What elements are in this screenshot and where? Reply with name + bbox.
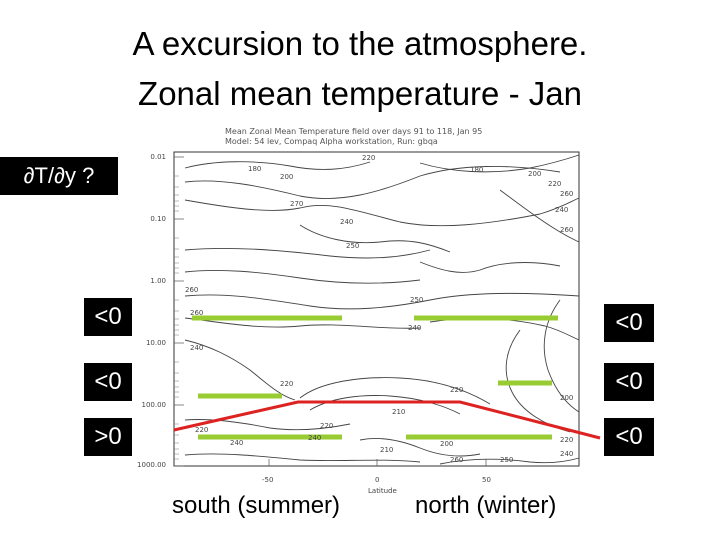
contour-label: 200 xyxy=(440,440,453,448)
contour-label: 240 xyxy=(560,450,573,458)
contour-label: 240 xyxy=(230,439,243,447)
gradient-box-right-lower: <0 xyxy=(604,418,654,456)
contour-label: 250 xyxy=(500,456,513,464)
contour-label: 240 xyxy=(308,434,321,442)
tropopause-line xyxy=(173,400,601,440)
gradient-question-box: ∂T/∂y ? xyxy=(0,157,118,195)
x-tick-label: -50 xyxy=(262,476,274,484)
contour-label: 180 xyxy=(470,166,483,174)
gradient-box-left-upper: <0 xyxy=(84,298,132,336)
slide-title-line-1: A excursion to the atmosphere. xyxy=(132,25,588,62)
contour-label: 200 xyxy=(528,170,541,178)
contour-label: 270 xyxy=(290,200,303,208)
gradient-box-left-lower: >0 xyxy=(84,418,132,456)
contour-label: 240 xyxy=(190,344,203,352)
y-tick-label: 1.00 xyxy=(150,277,166,285)
gradient-box-right-upper: <0 xyxy=(604,304,654,342)
contour-label: 260 xyxy=(450,456,463,464)
contour-label: 240 xyxy=(408,324,421,332)
slide-title-line-2: Zonal mean temperature - Jan xyxy=(138,75,582,112)
contour-label: 260 xyxy=(560,226,573,234)
contour-label: 220 xyxy=(548,180,561,188)
contour-label: 200 xyxy=(280,173,293,181)
x-tick-label: 0 xyxy=(375,476,380,484)
contour-label: 220 xyxy=(195,426,208,434)
contour-lines xyxy=(184,154,580,465)
y-tick-label: 10.00 xyxy=(145,339,166,347)
gradient-box-left-middle: <0 xyxy=(84,363,132,401)
north-winter-label: north (winter) xyxy=(415,492,557,519)
y-tick-label: 100.00 xyxy=(141,401,167,409)
contour-label: 260 xyxy=(560,190,573,198)
contour-label: 220 xyxy=(560,436,573,444)
contour-label: 250 xyxy=(410,296,423,304)
contour-label: 220 xyxy=(450,386,463,394)
green-gradient-markers xyxy=(192,315,558,440)
contour-label: 220 xyxy=(320,422,333,430)
contour-label: 220 xyxy=(280,380,293,388)
y-tick-marks xyxy=(174,156,184,467)
south-summer-label: south (summer) xyxy=(172,492,341,519)
contour-label: 260 xyxy=(185,286,198,294)
contour-label-group: 180 200 220 200 180 220 260 240 270 240 … xyxy=(185,154,573,464)
contour-label: 220 xyxy=(362,154,375,162)
contour-label: 180 xyxy=(248,165,261,173)
plot-frame xyxy=(173,151,580,467)
y-tick-label: 0.10 xyxy=(150,215,166,223)
y-tick-label: 1000.00 xyxy=(137,461,166,469)
contour-label: 250 xyxy=(346,242,359,250)
x-axis-title: Latitude xyxy=(368,487,397,495)
contour-label: 240 xyxy=(340,218,353,226)
contour-label: 240 xyxy=(555,206,568,214)
minor-tick-marks xyxy=(174,175,179,460)
gradient-box-right-middle: <0 xyxy=(604,363,654,401)
contour-label: 210 xyxy=(380,446,393,454)
y-tick-label: 0.01 xyxy=(150,153,166,161)
contour-label: 200 xyxy=(560,394,573,402)
contour-label: 210 xyxy=(392,408,405,416)
contour-label: 260 xyxy=(190,309,203,317)
plot-header-line-1: Mean Zonal Mean Temperature field over d… xyxy=(225,127,483,136)
plot-header-line-2: Model: 54 lev, Compaq Alpha workstation,… xyxy=(225,137,438,146)
x-tick-label: 50 xyxy=(482,476,491,484)
